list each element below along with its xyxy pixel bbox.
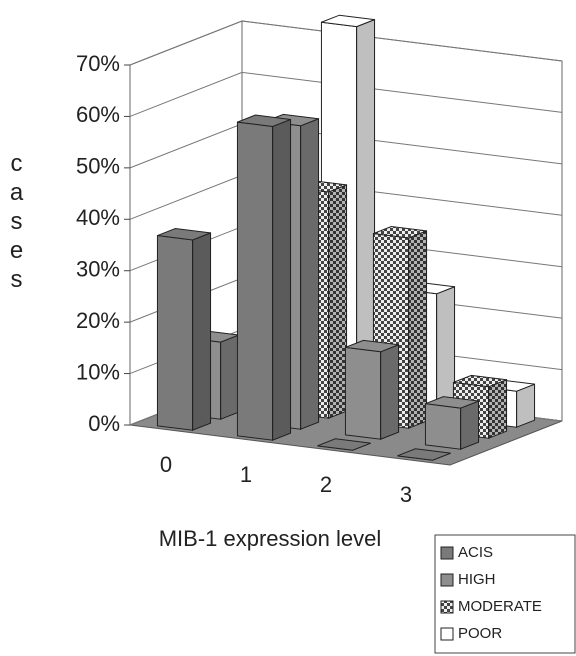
- bar-front: [156, 234, 194, 431]
- bar-top: [397, 448, 451, 461]
- bar-front: [236, 121, 274, 441]
- bar-top: [317, 438, 371, 451]
- bar-side-shade: [220, 335, 239, 420]
- bar-side-shade: [436, 286, 455, 418]
- x-tick-label: 1: [240, 462, 252, 487]
- bar-side-shade: [300, 118, 319, 430]
- bar-top: [453, 374, 507, 388]
- legend-swatch: [440, 600, 454, 614]
- grid-line: [129, 20, 563, 66]
- bar-front: [424, 403, 462, 450]
- x-tick-label: 2: [320, 472, 332, 497]
- bar: [236, 114, 292, 441]
- legend-box: [434, 534, 576, 654]
- bar: [156, 227, 212, 431]
- bar-top: [345, 339, 399, 353]
- y-tick-label: 10%: [76, 359, 120, 384]
- x-tick-label: 0: [160, 452, 172, 477]
- legend-label: POOR: [458, 625, 502, 642]
- bar: [317, 438, 371, 451]
- bar-top: [157, 227, 211, 241]
- y-axis-label: cases: [3, 150, 30, 295]
- bar-top: [373, 225, 427, 239]
- y-tick-label: 30%: [76, 257, 120, 282]
- bar: [397, 448, 451, 461]
- bar-side-shade: [408, 230, 427, 429]
- legend-swatch: [440, 546, 454, 560]
- bar-top: [321, 14, 375, 28]
- legend-label: HIGH: [458, 571, 496, 588]
- bar-side-shade: [488, 379, 507, 439]
- legend-label: MODERATE: [458, 598, 542, 615]
- grid-line: [129, 71, 563, 117]
- bar-side-shade: [192, 232, 211, 431]
- bar-side-shade: [460, 401, 479, 450]
- bar-side-shade: [328, 184, 347, 419]
- bar-top: [237, 114, 291, 128]
- y-tick-label: 60%: [76, 102, 120, 127]
- y-tick-label: 40%: [76, 205, 120, 230]
- bar-side-shade: [272, 119, 291, 441]
- bar-side-shade: [516, 384, 535, 428]
- y-tick-label: 70%: [76, 51, 120, 76]
- legend-swatch: [440, 627, 454, 641]
- y-tick-label: 50%: [76, 154, 120, 179]
- y-tick-label: 0%: [88, 411, 120, 436]
- bar-front: [344, 346, 382, 440]
- bar-side-shade: [380, 344, 399, 440]
- legend-swatch: [440, 573, 454, 587]
- bar-top: [425, 396, 479, 409]
- x-tick-label: 3: [400, 482, 412, 507]
- bar: [344, 339, 400, 440]
- bar: [424, 396, 480, 450]
- legend-label: ACIS: [458, 544, 493, 561]
- bar-side-shade: [356, 19, 375, 408]
- x-axis-label: MIB-1 expression level: [159, 526, 382, 551]
- y-tick-label: 20%: [76, 308, 120, 333]
